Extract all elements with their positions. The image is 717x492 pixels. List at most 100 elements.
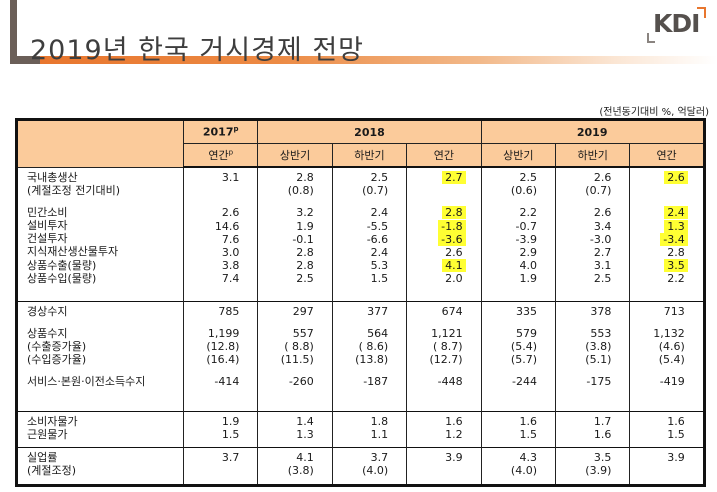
table-row-group: 국내총생산 (계절조정 전기대비) 민간소비 설비투자 건설투자 지식재산생산물투자 상품수… <box>16 166 705 301</box>
spacer <box>407 366 462 375</box>
cell-value: 1.1 <box>333 428 389 441</box>
cell-value: 5.3 <box>333 259 389 273</box>
cell-value: 2.7 <box>556 246 612 259</box>
cell-value: 4.0 <box>482 259 537 272</box>
value-text: (3.9) <box>585 463 612 477</box>
value-text: -0.7 <box>515 219 537 233</box>
cell-value: -0.1 <box>258 233 313 246</box>
value-cell: 4.1 (3.8) <box>257 446 333 485</box>
value-text: 1.2 <box>445 427 463 441</box>
period-header: 상반기 <box>480 143 556 168</box>
value-text: 564 <box>367 326 389 340</box>
value-text: 378 <box>590 304 612 318</box>
value-text: 5.3 <box>370 259 389 273</box>
cell-value: (3.9) <box>556 464 611 477</box>
value-cell: 2.5 (0.7) 2.4 -5.5 -6.6 2.4 5.3 1.5 <box>331 166 408 301</box>
cell-value <box>407 184 462 197</box>
cell-value: -3.4 <box>630 232 688 246</box>
value-text: -419 <box>659 375 685 389</box>
value-text: 1.6 <box>593 427 612 441</box>
cell-value: (0.8) <box>258 184 314 197</box>
value-text: 2.8 <box>296 171 314 184</box>
cell-value: -448 <box>407 375 463 388</box>
cell-value: 2.2 <box>482 206 537 219</box>
logo-corner-gray <box>647 33 655 43</box>
value-text: 579 <box>515 326 537 340</box>
value-text: ( 8.8) <box>284 339 314 353</box>
spacer <box>407 197 462 206</box>
value-text: 297 <box>292 304 314 318</box>
value-cell: 1.8 1.1 <box>331 410 408 447</box>
value-text: 1.3 <box>296 427 314 441</box>
cell-value: (12.8) <box>184 340 239 353</box>
cell-value: -187 <box>333 375 388 388</box>
value-text: 553 <box>590 326 612 340</box>
highlighted-value: 2.8 <box>442 206 466 220</box>
value-text: -6.6 <box>366 232 389 246</box>
value-text: 3.4 <box>593 219 612 233</box>
value-text: 1.5 <box>370 272 389 286</box>
row-label-cell: 경상수지 상품수지 (수출증가율) (수입증가율) 서비스·본원·이전소득수지 <box>16 300 184 411</box>
row-label: (수입증가율) <box>27 353 87 367</box>
value-text: 1.5 <box>667 427 685 441</box>
value-text: (5.7) <box>510 353 537 367</box>
title-underline-gray <box>10 56 40 64</box>
value-text: 3.9 <box>445 450 463 464</box>
cell-value: (3.8) <box>258 464 314 477</box>
value-text: 2.4 <box>370 206 389 220</box>
cell-value: (4.0) <box>482 464 537 477</box>
value-cell: 4.3 (4.0) <box>480 446 556 485</box>
cell-value: 713 <box>630 304 685 318</box>
row-label: 실업률 <box>27 450 58 464</box>
value-text: 3.1 <box>221 171 240 184</box>
cell-value: 378 <box>556 305 611 318</box>
value-text: 2.8 <box>296 245 314 259</box>
value-text: 1.6 <box>667 414 685 428</box>
value-text: 1.4 <box>296 414 314 428</box>
row-label: (수출증가율) <box>27 339 87 353</box>
value-text: 713 <box>663 304 685 318</box>
cell-value: 2.8 <box>258 245 314 259</box>
year-header-2019: 2019 <box>480 119 705 144</box>
value-cell: 1.9 1.5 <box>182 410 259 447</box>
value-text: 2.0 <box>445 272 463 286</box>
value-text: 785 <box>218 304 240 318</box>
value-cell: 3.9 <box>629 446 705 485</box>
row-label: 설비투자 <box>27 219 68 233</box>
spacer <box>333 197 388 206</box>
cell-value: (0.7) <box>333 184 388 197</box>
cell-value: (5.1) <box>556 353 611 366</box>
value-cell: 1.6 1.5 <box>629 410 705 447</box>
highlighted-value: 1.3 <box>664 219 688 233</box>
cell-value: 785 <box>184 305 239 318</box>
cell-value: 3.0 <box>184 246 240 259</box>
spacer <box>184 197 239 206</box>
cell-value: (5.4) <box>630 353 685 366</box>
cell-value: 2.8 <box>630 246 685 259</box>
cell-value: 3.2 <box>258 206 314 219</box>
row-label: 지식재산생산물투자 <box>27 245 119 259</box>
cell-value: 335 <box>482 305 537 318</box>
value-text: 14.6 <box>214 219 240 233</box>
row-label: 상품수출(물량) <box>27 258 97 272</box>
value-text: (16.4) <box>206 353 240 367</box>
value-text: -0.1 <box>292 232 314 246</box>
value-text: 3.5 <box>593 450 612 464</box>
cell-value: ( 8.8) <box>258 339 314 353</box>
period-header: 연간 <box>406 143 482 168</box>
cell-value: ( 8.6) <box>333 340 389 353</box>
cell-value: 3.5 <box>630 259 688 273</box>
cell-value: 3.5 <box>556 450 612 464</box>
cell-value: 1.2 <box>407 427 463 441</box>
cell-value: 1.6 <box>482 415 537 428</box>
cell-value <box>630 184 684 197</box>
value-text: 7.4 <box>221 272 240 286</box>
value-text: 3.9 <box>667 450 685 464</box>
row-label: 민간소비 <box>27 205 68 219</box>
row-label-cell: 소비자물가 근원물가 <box>16 410 184 447</box>
cell-value: 1.6 <box>407 415 463 428</box>
logo-text: KDI <box>653 9 700 38</box>
cell-value: 1.7 <box>556 415 612 428</box>
spacer <box>27 318 183 327</box>
cell-value: 2.5 <box>258 272 314 285</box>
